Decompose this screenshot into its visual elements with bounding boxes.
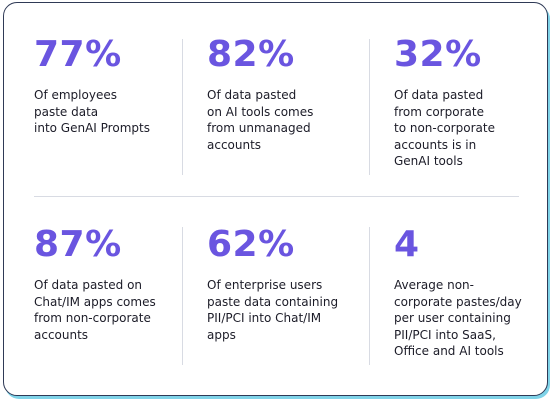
stat-description: Of data pasted on Chat/IM apps comes fro… [34, 278, 156, 342]
stat-description: Of data pasted from corporate to non-cor… [394, 88, 495, 168]
stat-value: 32% [394, 34, 482, 75]
stat-chat-im-noncorporate: 87% Of data pasted on Chat/IM apps comes… [34, 225, 184, 343]
stat-description: Of data pasted on AI tools comes from un… [207, 88, 314, 152]
column-divider [182, 39, 183, 175]
stat-value: 4 [394, 224, 420, 265]
stat-value: 87% [34, 224, 122, 265]
stat-employees-paste-genai: 77% Of employees paste data into GenAI P… [34, 35, 184, 137]
row-divider [34, 196, 519, 197]
stat-value: 77% [34, 34, 122, 75]
column-divider [369, 39, 370, 175]
stat-value: 82% [207, 34, 295, 75]
column-divider [182, 227, 183, 365]
stat-description: Average non- corporate pastes/day per us… [394, 278, 522, 358]
stat-ai-unmanaged-accounts: 82% Of data pasted on AI tools comes fro… [207, 35, 357, 153]
column-divider [369, 227, 370, 365]
stat-description: Of enterprise users paste data containin… [207, 278, 339, 342]
stat-corporate-to-noncorporate: 32% Of data pasted from corporate to non… [394, 35, 544, 170]
stat-value: 62% [207, 224, 295, 265]
stat-average-pastes-per-day: 4 Average non- corporate pastes/day per … [394, 225, 544, 360]
stats-card: 77% Of employees paste data into GenAI P… [3, 2, 548, 396]
stat-enterprise-pii-chat: 62% Of enterprise users paste data conta… [207, 225, 357, 343]
stat-description: Of employees paste data into GenAI Promp… [34, 88, 150, 135]
